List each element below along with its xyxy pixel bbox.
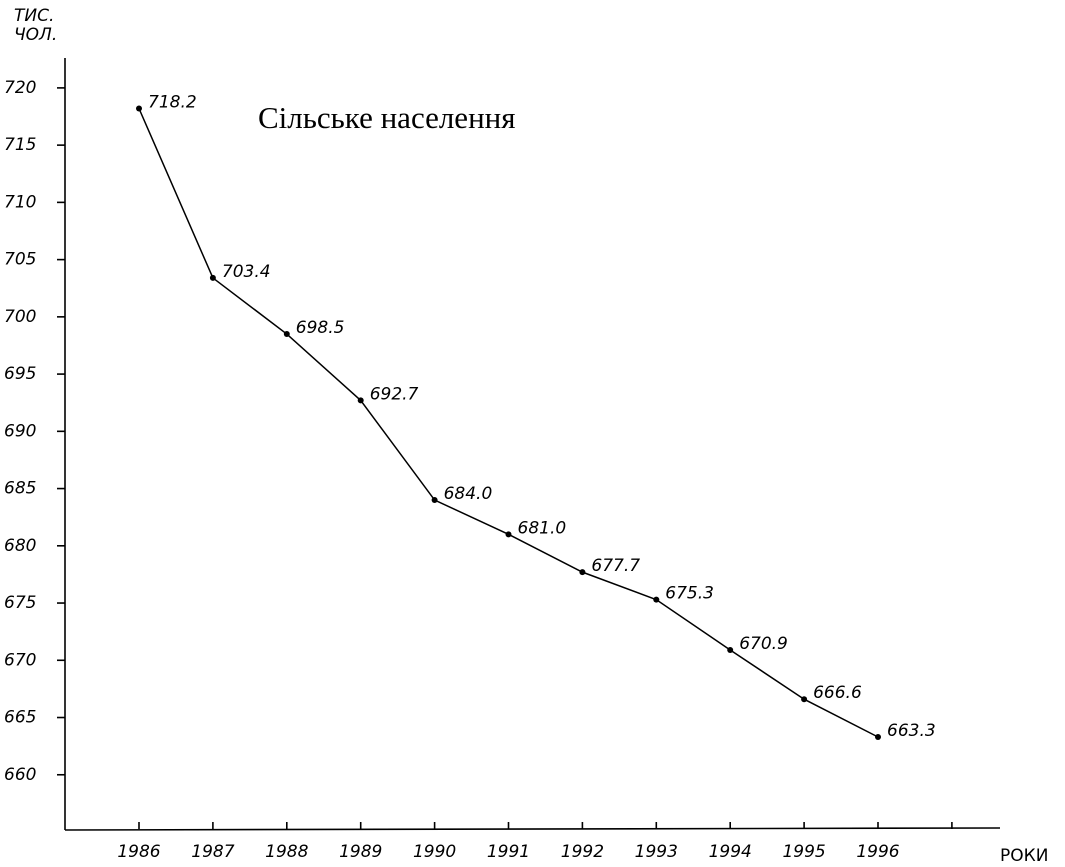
value-label: 670.9 — [739, 634, 788, 654]
data-point — [431, 497, 438, 504]
data-point — [653, 596, 660, 603]
x-tick-label: 1993 — [635, 842, 678, 862]
y-tick-label: 700 — [4, 307, 36, 327]
data-point — [357, 397, 364, 404]
value-label: 692.7 — [370, 384, 419, 404]
value-label: 681.0 — [518, 518, 567, 538]
data-point — [209, 274, 216, 281]
chart-title: Сільське населення — [258, 100, 516, 135]
x-tick-label: 1987 — [191, 842, 234, 862]
y-tick-label: 675 — [4, 593, 36, 613]
y-tick-label: 670 — [4, 650, 36, 670]
value-label: 675.3 — [665, 584, 714, 604]
x-tick-label: 1992 — [561, 842, 604, 862]
x-axis — [64, 827, 1001, 831]
x-tick-label: 1991 — [487, 842, 530, 862]
x-tick-label: 1995 — [782, 842, 825, 862]
y-tick-label: 690 — [4, 421, 36, 441]
y-axis-label: ТИС. — [14, 6, 54, 26]
y-tick-label: 680 — [4, 536, 36, 556]
x-tick-label: 1994 — [709, 842, 752, 862]
y-tick-label: 715 — [4, 135, 36, 155]
data-point — [579, 569, 586, 576]
x-axis-label: РОКИ — [1000, 846, 1048, 866]
value-label: 663.3 — [887, 721, 936, 741]
value-label: 684.0 — [444, 484, 493, 504]
y-tick-label: 720 — [4, 78, 36, 98]
x-tick-label: 1996 — [856, 842, 899, 862]
value-label: 666.6 — [813, 683, 862, 703]
data-point — [283, 331, 290, 338]
y-tick-label: 685 — [4, 479, 36, 499]
y-tick-label: 660 — [4, 765, 36, 785]
y-tick-label: 710 — [4, 192, 36, 212]
value-label: 718.2 — [148, 93, 197, 113]
data-point — [136, 105, 142, 112]
value-label: 698.5 — [296, 318, 345, 338]
y-axis-label: ЧОЛ. — [14, 25, 57, 45]
x-tick-label: 1986 — [117, 842, 160, 862]
x-tick-label: 1989 — [339, 842, 382, 862]
y-tick-label: 665 — [4, 708, 36, 728]
x-tick-label: 1990 — [413, 842, 456, 862]
data-point — [727, 646, 734, 653]
data-point — [505, 531, 512, 538]
data-point — [801, 696, 808, 703]
value-label: 677.7 — [591, 556, 640, 576]
y-tick-label: 705 — [4, 250, 36, 270]
x-tick-label: 1988 — [265, 842, 308, 862]
data-point — [875, 733, 881, 740]
y-tick-label: 695 — [4, 364, 36, 384]
value-label: 703.4 — [222, 262, 271, 282]
